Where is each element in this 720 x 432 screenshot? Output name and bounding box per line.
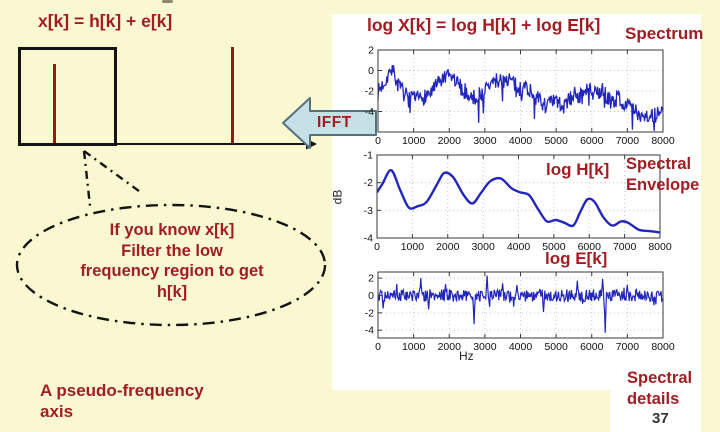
impulse-box xyxy=(18,47,117,146)
y-tick-label: 2 xyxy=(368,45,374,57)
y-tick-label: 2 xyxy=(368,273,374,285)
x-tick-label: 3000 xyxy=(473,341,497,353)
log-e-annotation: log E[k] xyxy=(545,249,608,268)
x-tick-label: 3000 xyxy=(471,241,495,253)
x-tick-label: 7000 xyxy=(616,341,640,353)
speech-bubble-text: If you know x[k] Filter the low frequenc… xyxy=(80,221,264,301)
x-tick-label: 4000 xyxy=(509,341,533,353)
x-tick-label: 5000 xyxy=(544,135,568,147)
cepstrum-formula-title: x[k] = h[k] + e[k] xyxy=(38,11,173,31)
x-tick-label: 0 xyxy=(375,341,381,353)
y-tick-label: -2 xyxy=(365,307,374,319)
log-spectrum-equation: log X[k] = log H[k] + log E[k] xyxy=(367,15,601,35)
spectrum-label: Spectrum xyxy=(625,24,704,43)
x-tick-label: 4000 xyxy=(507,241,531,253)
x-tick-label: 5000 xyxy=(542,241,566,253)
x-tick-label: 7000 xyxy=(613,241,637,253)
left-arrow-shape xyxy=(282,97,377,149)
x-tick-label: 2000 xyxy=(438,341,462,353)
plot-spectral-envelope-signal xyxy=(377,169,660,234)
x-tick-label: 3000 xyxy=(473,135,497,147)
log-h-annotation: log H[k] xyxy=(543,160,613,180)
plots-panel-extension xyxy=(610,390,701,432)
x-tick-label: 7000 xyxy=(616,135,640,147)
speech-bubble-tail-right xyxy=(83,150,144,195)
pseudo-frequency-caption: A pseudo-frequency axis xyxy=(40,381,204,421)
speech-bubble xyxy=(15,150,327,327)
x-tick-label: 5000 xyxy=(544,341,568,353)
y-tick-label: -3 xyxy=(364,205,373,217)
impulse-spike-low-quefrency xyxy=(53,64,56,143)
x-tick-label: 1000 xyxy=(402,341,426,353)
plot-spectral-details-signal xyxy=(378,275,663,333)
y-tick-label: -4 xyxy=(365,325,374,337)
plot-spectrum-signal xyxy=(378,64,663,132)
x-tick-label: 1000 xyxy=(401,241,425,253)
ifft-arrow-icon xyxy=(282,97,377,149)
y-tick-label: 0 xyxy=(368,65,374,77)
x-tick-label: 8000 xyxy=(648,241,672,253)
db-axis-label: dB xyxy=(330,189,345,205)
x-tick-label: 1000 xyxy=(402,135,426,147)
y-tick-label: 0 xyxy=(368,290,374,302)
impulse-spike-high-quefrency xyxy=(231,47,234,143)
plot-spectral-envelope-area xyxy=(377,155,660,238)
x-tick-label: 0 xyxy=(374,241,380,253)
plot-spectrum: 0 1000 2000 3000 4000 5000 6000 7000 8000 2 0 -2 -4 xyxy=(365,45,675,148)
spectral-envelope-label: Spectral Envelope xyxy=(626,155,700,194)
top-crop-smudge xyxy=(162,0,173,3)
x-tick-label: 4000 xyxy=(509,135,533,147)
x-tick-label: 6000 xyxy=(580,135,604,147)
x-tick-label: 6000 xyxy=(580,341,604,353)
hz-axis-label: Hz xyxy=(459,349,474,363)
plot-spectral-details: 0 1000 2000 3000 4000 5000 6000 7000 8000 2 0 -2 -4 xyxy=(365,271,675,353)
x-tick-label: 2000 xyxy=(438,135,462,147)
x-tick-label: 0 xyxy=(375,135,381,147)
ifft-label: IFFT xyxy=(317,114,352,131)
speech-bubble-ellipse xyxy=(15,203,327,327)
speech-bubble-tail-left xyxy=(82,150,92,207)
y-tick-label: -1 xyxy=(364,150,373,162)
y-tick-label: -4 xyxy=(364,233,373,245)
y-tick-label: -2 xyxy=(365,86,374,98)
x-tick-label: 8000 xyxy=(651,341,675,353)
y-tick-label: -2 xyxy=(364,177,373,189)
page-number: 37 xyxy=(652,410,669,427)
y-tick-label: -4 xyxy=(365,106,374,118)
x-tick-label: 6000 xyxy=(578,241,602,253)
x-tick-label: 8000 xyxy=(651,135,675,147)
spectral-details-label: Spectral details xyxy=(627,369,693,408)
x-tick-label: 2000 xyxy=(436,241,460,253)
plot-spectral-envelope: 0 1000 2000 3000 4000 5000 6000 7000 8000 -1 -2 -3 -… xyxy=(364,150,672,254)
